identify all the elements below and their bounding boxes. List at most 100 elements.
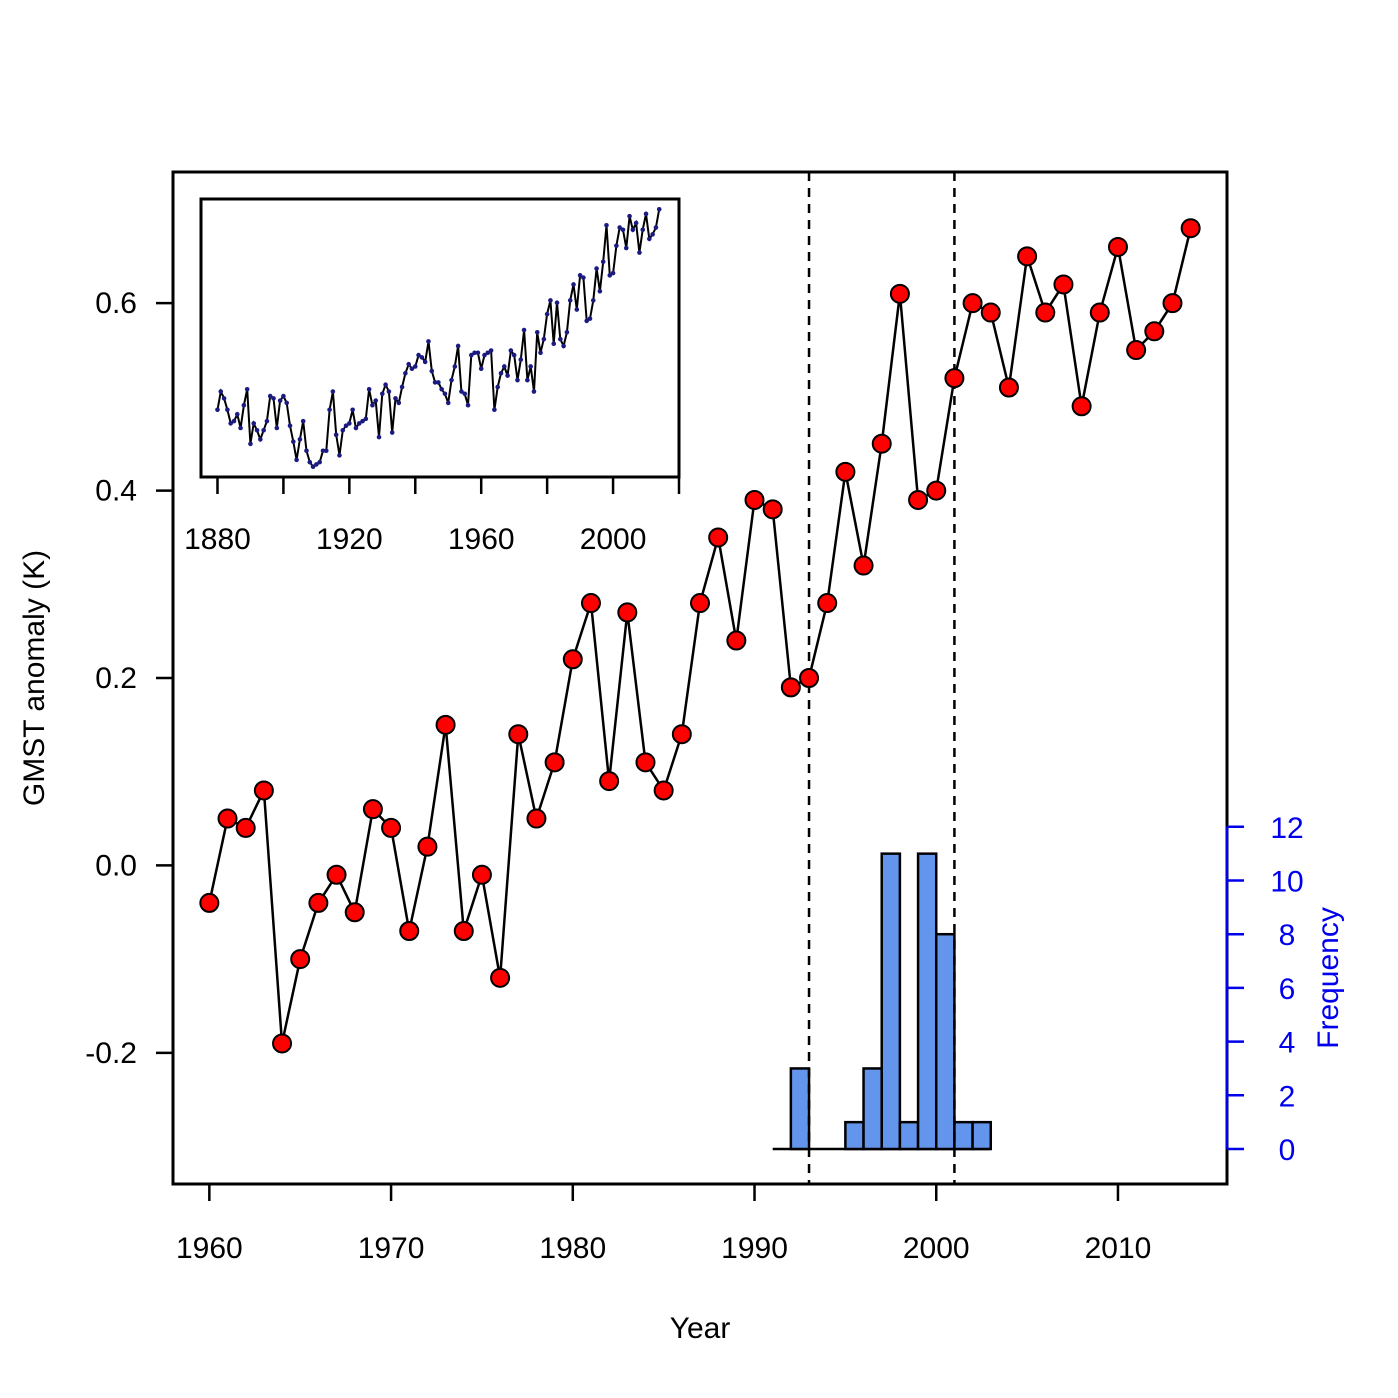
x-tick-label: 2010 [1085,1232,1152,1265]
data-point [726,630,747,651]
data-point [544,752,565,773]
inset-data-point [643,211,649,217]
inset-data-point [274,425,280,431]
vertical-lines-layer [807,172,956,1184]
inset-data-point [333,432,339,438]
inset-data-point [307,459,313,465]
data-point [381,817,402,838]
inset-data-point [393,396,398,401]
data-point [690,593,710,614]
inset-x-tick-label: 2000 [580,523,647,556]
data-point [217,808,238,829]
inset-data-point [561,343,566,349]
inset-data-point [528,364,533,369]
series-layer [199,218,1201,1054]
data-point [944,368,965,389]
data-point [199,892,220,913]
data-point [853,555,874,576]
inset-data-point [515,377,520,383]
inset-data-point [462,391,468,397]
data-point [762,499,783,520]
data-point [362,799,383,820]
data-point [908,489,929,510]
inset-data-point [323,448,329,454]
inset-data-point [498,371,504,376]
inset-data-point [350,407,355,413]
data-point [980,302,1001,323]
inset-data-point [426,339,431,344]
inset-data-point [472,350,477,356]
inset-data-point [452,364,458,369]
data-point [708,527,729,548]
inset-data-point [650,232,655,237]
inset-data-point [633,220,639,226]
inset-data-point [518,357,524,362]
frequency-tick-label: 10 [1270,866,1303,899]
inset-data-point [419,355,425,360]
data-point [635,752,656,773]
y-tick-label: 0.0 [95,849,137,882]
inset-data-point [531,389,537,394]
y-axis: -0.2 0.0 0.2 0.4 0.6 [85,287,173,1070]
x-tick-label: 1990 [721,1232,788,1265]
inset-data-point [574,307,580,312]
inset-data-point [594,266,599,271]
inset-data-point [284,400,290,406]
x-axis: 1960 1970 1980 1990 2000 2010 [176,1182,1152,1265]
data-point [580,593,601,614]
data-point [653,780,674,801]
inset-data-point [432,380,438,385]
inset-data-point [231,418,237,424]
inset-data-point [577,273,583,278]
inset-data-point [340,427,346,433]
inset-data-point [538,350,543,356]
inset-data-point [647,236,652,242]
data-point [326,864,347,885]
data-point [253,780,274,801]
inset-data-point [439,386,444,392]
inset-data-point [485,350,491,356]
inset-data-point [597,289,603,294]
inset-data-point [241,402,247,408]
histogram-bar [971,1120,993,1151]
data-point [962,293,983,314]
inset-data-point [511,352,517,358]
inset-data-point [314,462,319,467]
histogram-layer [772,852,993,1151]
histogram-bar [916,852,938,1151]
data-point [308,892,329,913]
inset-data-point [525,377,530,383]
inset-data-point [317,459,322,465]
inset-data-point [482,352,487,358]
inset-data-point [449,377,454,383]
inset-data-point [300,418,306,424]
inset-data-point [370,402,375,408]
inset-data-point [478,366,484,372]
inset-data-point [534,330,540,335]
inset-data-point [610,270,616,276]
data-point [272,1033,293,1054]
inset-data-point [581,275,586,280]
histogram-bar [862,1067,883,1151]
inset-x-tick-label: 1880 [184,523,251,556]
data-point [399,921,420,941]
histogram-bar [934,932,956,1151]
inset-data-point [228,421,233,426]
inset-data-point [218,389,224,394]
inset-data-point [294,457,299,463]
histogram-bar [844,1120,865,1151]
data-point [417,836,438,857]
inset-data-point [495,384,500,390]
inset-data-point [396,400,402,406]
inset-data-point [455,343,461,349]
x-tick-label: 1980 [539,1232,606,1265]
data-point [1053,274,1074,295]
inset-data-point [587,316,593,321]
frequency-tick-label: 4 [1279,1027,1296,1060]
inset-data-point [304,448,309,454]
inset-data-point [403,371,408,376]
data-point [1071,396,1092,417]
data-point [508,724,529,745]
inset-data-point [281,393,286,399]
